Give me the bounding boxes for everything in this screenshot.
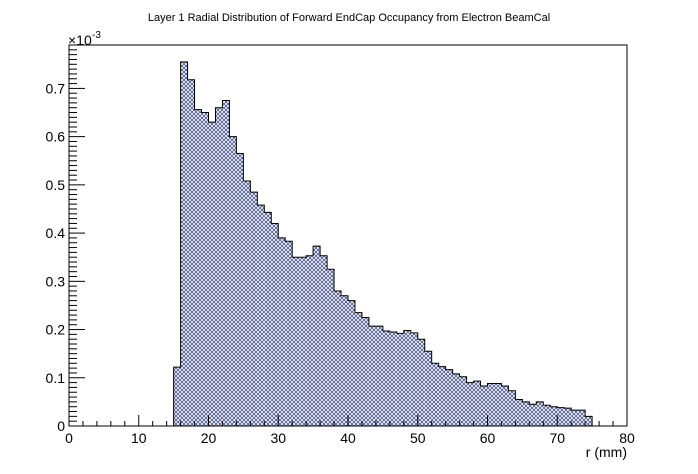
histogram-bin [257,205,265,426]
y-multiplier-exponent: -3 [92,30,101,41]
y-tick-label: 0.2 [46,322,66,338]
histogram-bin [410,332,418,426]
histogram-bin [438,366,446,426]
x-tick-label: 70 [549,430,565,446]
y-multiplier-base: ×10 [68,32,92,48]
histogram-bin [299,257,307,426]
histogram-bin [578,410,586,426]
histogram-bin [417,339,425,426]
histogram-bin [382,330,390,426]
chart-title: Layer 1 Radial Distribution of Forward E… [148,12,550,24]
histogram-bin [264,212,272,426]
histogram-bin [459,376,467,426]
histogram-bin [361,317,369,426]
histogram-bin [313,246,321,426]
y-tick-label: 0.5 [46,177,66,193]
x-tick-label: 20 [201,430,217,446]
y-axis-multiplier: ×10 -3 [68,30,101,48]
histogram-bin [550,406,558,426]
histogram-bin [173,367,181,426]
x-tick-label: 80 [619,430,635,446]
histogram-bin [278,237,286,426]
histogram-bin [452,373,460,426]
histogram-bin [585,416,593,426]
histogram-bin [487,383,495,426]
y-tick-label: 0.1 [46,370,66,386]
histogram-bin [306,255,314,426]
histogram-bin [403,330,411,426]
histogram-bin [236,153,244,426]
y-axis: 0 0.1 0.2 0.3 0.4 0.5 0.6 0.7 [46,49,85,434]
histogram-bin [564,408,572,426]
x-tick-label: 30 [270,430,286,446]
histogram-bin [354,312,362,426]
histogram-bin [250,192,258,426]
histogram-bin [396,333,404,426]
histogram-bin [215,107,223,427]
histogram-bin [334,290,342,426]
histogram-bin [445,369,453,426]
histogram-bin [341,295,348,426]
histogram-bin [557,407,565,426]
histogram-bin [508,390,516,426]
histogram-bin [320,255,328,426]
histogram-bin [243,181,251,426]
histogram-bin [348,300,355,426]
y-tick-label: 0.4 [46,225,66,241]
bars-layer [173,61,593,427]
x-tick-label: 10 [131,430,147,446]
x-tick-label: 50 [410,430,426,446]
histogram-bin [536,401,544,426]
y-tick-label: 0.6 [46,129,66,145]
histogram-bin [424,351,432,426]
x-axis: 0 10 20 30 40 50 60 70 80 [65,415,635,446]
histogram-bin [480,385,488,426]
histogram-bin [201,112,209,427]
x-tick-label: 60 [480,430,496,446]
histogram-bin [466,382,474,426]
x-axis-label: r (mm) [586,444,627,460]
histogram-outline [69,61,627,427]
histogram-bin [529,404,537,426]
histogram-bin [271,223,279,426]
histogram-bin [222,100,230,426]
histogram-bin [187,79,195,426]
histogram-bin [180,61,188,426]
histogram-bin [431,363,439,426]
y-tick-label: 0 [57,418,65,434]
histogram-bin [229,136,237,426]
histogram-bin [473,381,481,426]
histogram-bin [292,257,300,426]
histogram-bin [194,109,202,427]
x-tick-label: 0 [65,430,73,446]
histogram-bin [501,385,509,426]
y-tick-label: 0.7 [46,80,66,96]
histogram-bin [494,383,502,426]
histogram-bin [327,269,335,426]
histogram-bin [543,405,551,426]
histogram-bin [389,331,397,426]
histogram-bin [375,326,383,426]
histogram-bin [522,401,530,426]
histogram-bin [208,122,216,427]
histogram-bin [515,399,523,426]
histogram-bin [368,326,376,426]
histogram-bin [285,241,293,426]
y-tick-label: 0.3 [46,273,66,289]
x-tick-label: 40 [340,430,356,446]
histogram-bin [571,410,579,426]
